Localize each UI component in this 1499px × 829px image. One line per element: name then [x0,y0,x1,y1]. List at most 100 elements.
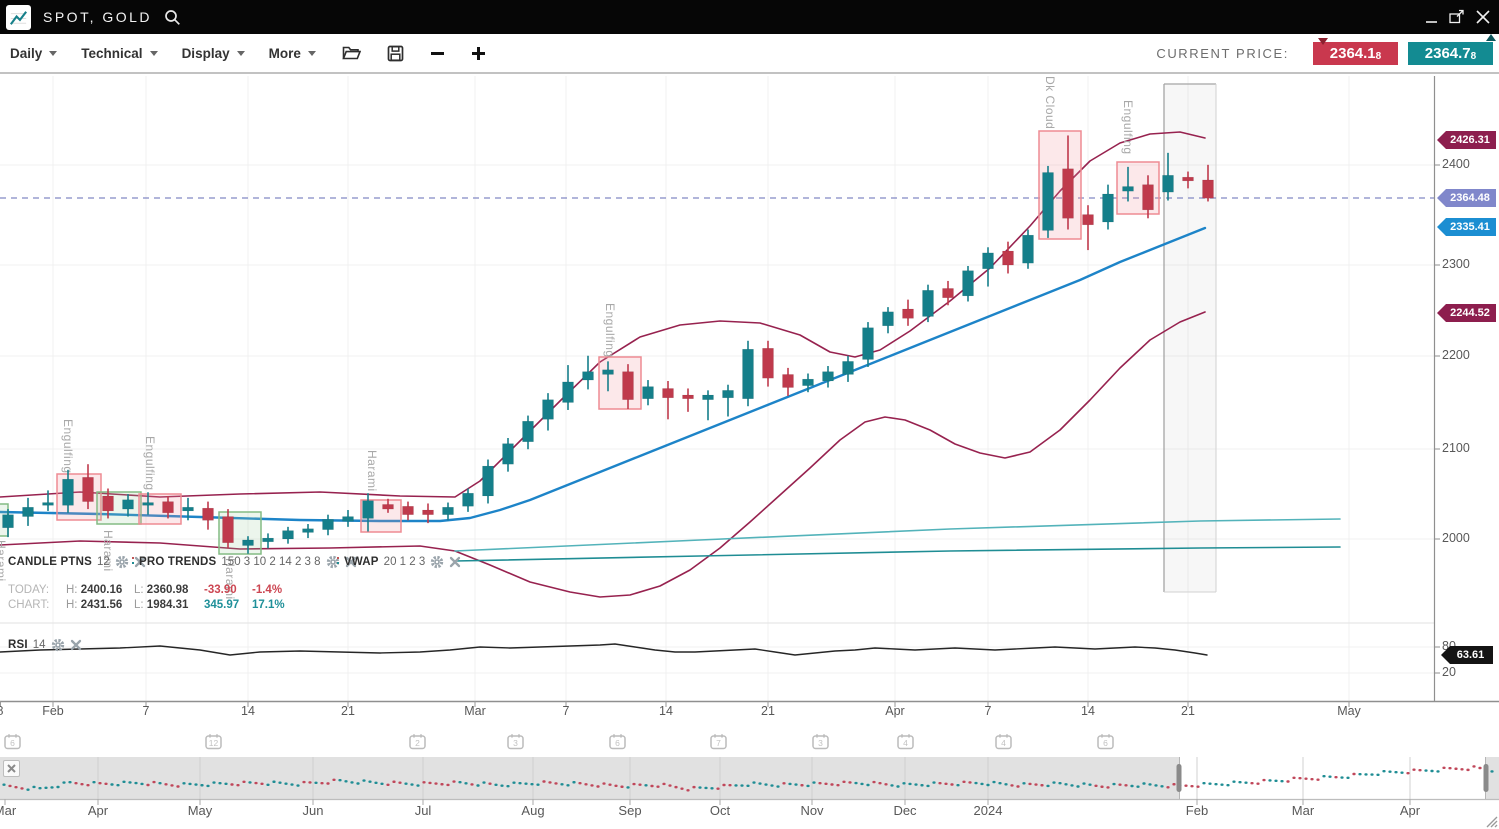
today-change: -33.90 [204,584,237,596]
pattern-label: Harami [365,450,379,492]
time-axis-label: 7 [562,704,570,718]
time-axis-label: 21 [761,704,775,718]
pattern-label: Harami [223,558,237,600]
gear-icon[interactable] [115,555,129,569]
calendar-icon[interactable]: 4 [896,733,915,755]
chart-change: 345.97 [204,599,240,611]
minimap-month-label: Apr [1399,803,1421,818]
legend-vwap: VWAP 20 1 2 3 [344,554,461,569]
legend-rsi: RSI 14 [8,637,82,652]
pattern-label: Dk Cloud [1043,76,1057,129]
calendar-icon[interactable]: 3 [506,733,525,755]
time-axis-label: 21 [1181,704,1195,718]
ask-price-badge[interactable]: 2364.7 8 [1408,33,1496,65]
minimize-icon[interactable] [1425,9,1439,25]
gear-icon[interactable] [51,638,65,652]
chart-high: H: 2431.56 [66,599,123,611]
calendar-icon[interactable]: 6 [608,733,627,755]
svg-text:2: 2 [415,738,420,748]
time-axis-label: May [1337,704,1361,718]
arrow-down-icon [1318,37,1328,45]
resize-grip-icon[interactable] [1486,816,1498,828]
svg-text:4: 4 [903,738,908,748]
gear-icon[interactable] [326,555,340,569]
menu-technical[interactable]: Technical [81,46,158,61]
grid [0,76,1434,701]
toolbar: Daily Technical Display More CURRENT PRI… [0,33,1499,74]
gear-icon[interactable] [430,555,444,569]
today-label: TODAY: [8,584,50,596]
price-axis-label: 2100 [1442,441,1470,455]
svg-text:3: 3 [513,738,518,748]
pattern-label: Harami [0,540,8,582]
svg-text:12: 12 [209,738,219,748]
minimap-month-label: May [187,803,213,818]
minimap-month-label: Sep [618,803,642,818]
chevron-down-icon [236,50,245,56]
minimap-handles[interactable] [1176,757,1489,799]
close-icon[interactable] [70,639,82,651]
calendar-icon[interactable]: 2 [408,733,427,755]
calendar-icon[interactable]: 4 [994,733,1013,755]
today-change-pct: -1.4% [252,584,283,596]
chart-label: CHART: [8,599,50,611]
minimap-close-button[interactable] [3,760,20,777]
pattern-box [598,356,642,410]
svg-text:6: 6 [1103,738,1108,748]
legend-separator [337,557,339,559]
calendar-icon[interactable]: 12 [204,733,223,755]
calendar-icon[interactable]: 3 [811,733,830,755]
close-icon[interactable] [1475,9,1491,25]
arrow-up-icon [1486,33,1496,41]
legend-candle-patterns: CANDLE PTNS 12 [8,554,146,569]
save-icon[interactable] [387,45,404,62]
time-axis-label: 14 [1081,704,1095,718]
close-icon[interactable] [449,556,461,568]
close-icon[interactable] [345,556,357,568]
minimap-month-label: Dec [893,803,917,818]
menu-display[interactable]: Display [182,46,245,61]
rsi-line [0,643,1208,656]
calendar-icon[interactable]: 7 [709,733,728,755]
price-badge: 63.61 [1441,646,1493,664]
chart-low: L: 1984.31 [134,599,189,611]
chevron-down-icon [149,50,158,56]
minimap-month-label: Apr [87,803,109,818]
today-high: H: 2400.16 [66,584,123,596]
zoom-in-icon[interactable] [471,46,486,61]
minimap-selection [1179,757,1486,799]
pattern-box [138,493,182,525]
legend-separator [132,557,134,559]
legend-pro-trends: PRO TRENDS 150 3 10 2 14 2 3 8 [139,554,357,569]
price-badge: 2335.41 [1437,218,1496,236]
price-badge: 2244.52 [1437,304,1496,322]
minimap[interactable] [2,757,1494,799]
zoom-out-icon[interactable] [430,46,445,61]
svg-text:6: 6 [615,738,620,748]
axes [0,76,1499,805]
time-axis-label: Apr [885,704,905,718]
time-axis-label: Feb [42,704,64,718]
menu-daily[interactable]: Daily [10,46,58,61]
price-stats: TODAY: H: 2400.16 L: 2360.98 -33.90 -1.4… [8,583,298,613]
time-axis-label: 21 [341,704,355,718]
minimap-month-label: Aug [521,803,545,818]
menu-more[interactable]: More [269,46,316,61]
calendar-icon[interactable]: 6 [3,733,22,755]
open-folder-icon[interactable] [342,45,361,61]
minimap-month-label: Jul [414,803,432,818]
time-axis-label: 7 [984,704,992,718]
svg-text:6: 6 [10,738,15,748]
restore-icon[interactable] [1448,9,1466,25]
bid-price-badge[interactable]: 2364.1 8 [1313,37,1398,65]
search-icon[interactable] [164,9,181,26]
time-axis-label: Mar [464,704,486,718]
rsi-axis-label: 20 [1442,665,1456,679]
calendar-icon[interactable]: 6 [1096,733,1115,755]
minimap-month-label: Feb [1185,803,1209,818]
close-icon[interactable] [134,556,146,568]
today-low: L: 2360.98 [134,584,189,596]
minimap-month-label: 2024 [973,803,1003,818]
minimap-handle-right [1483,764,1489,792]
